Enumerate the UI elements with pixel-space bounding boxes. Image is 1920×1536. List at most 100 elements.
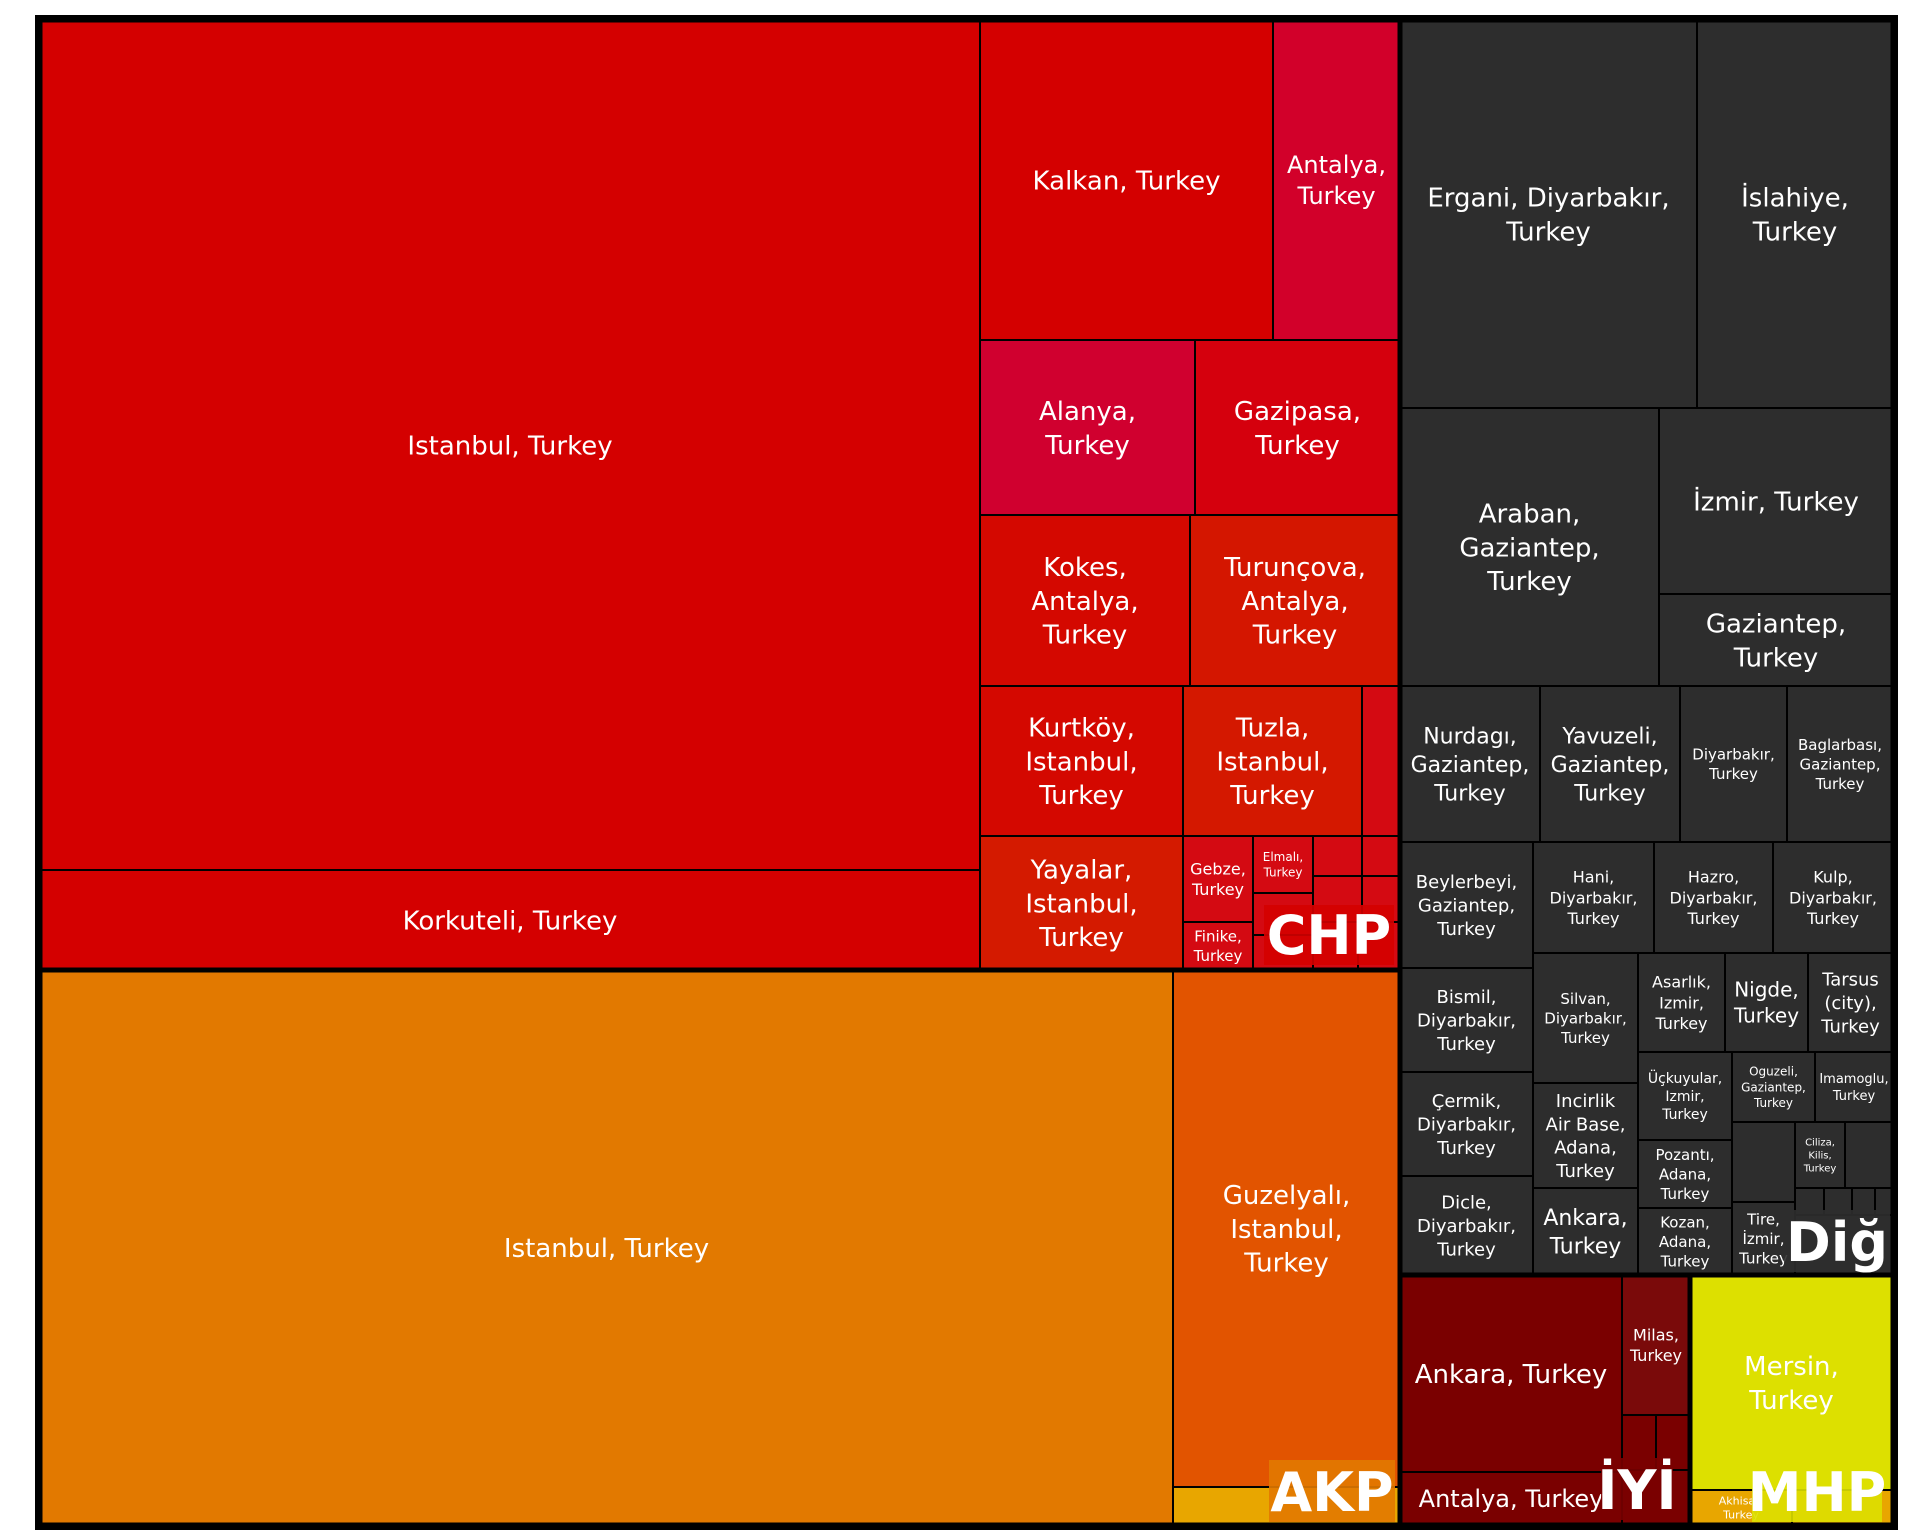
treemap-cell-label: Kulp, Diyarbakır, Turkey: [1789, 867, 1877, 928]
treemap-cell-elmali-turkey: Elmalı, Turkey: [1252, 835, 1314, 894]
group-label-text: İYİ: [1597, 1459, 1676, 1522]
treemap-cells: Istanbul, Turkey Korkuteli, Turkey Kalkan,…: [39, 19, 1894, 1526]
treemap-cell-tuzla-istanbul-turkey: Tuzla, Istanbul, Turkey: [1182, 685, 1363, 837]
treemap-cell-label: Kokes, Antalya, Turkey: [1031, 553, 1138, 651]
treemap-cell-rect: [979, 514, 1191, 687]
treemap-cell-label: Hani, Diyarbakır, Turkey: [1550, 867, 1638, 928]
treemap-cell-istanbul-turkey: Istanbul, Turkey: [39, 19, 981, 871]
treemap-cell-label: Ankara, Turkey: [1415, 1360, 1608, 1390]
treemap-cell-hazro-diyarbakir-turkey: Hazro, Diyarbakır, Turkey: [1653, 841, 1774, 954]
treemap-minor-cell: [1731, 1121, 1796, 1203]
group-label-text: Diğ: [1786, 1211, 1888, 1274]
treemap-cell-rect: [1731, 1051, 1816, 1123]
group-label-background: [1269, 1460, 1395, 1522]
treemap-cell-label: Dicle, Diyarbakır, Turkey: [1417, 1193, 1516, 1261]
treemap-cell-yavuzeli-gaziantep-turkey: Yavuzeli, Gaziantep, Turkey: [1539, 685, 1681, 843]
treemap-cell-label: Istanbul, Turkey: [504, 1234, 709, 1264]
treemap-cell-hani-diyarbakir-turkey: Hani, Diyarbakır, Turkey: [1532, 841, 1655, 954]
treemap-cell-label: Alanya, Turkey: [1039, 397, 1136, 461]
treemap-cell-kozan-adana-turkey: Kozan, Adana, Turkey: [1637, 1207, 1733, 1276]
treemap-cell-rect: [1532, 841, 1655, 954]
group-label-text: MHP: [1748, 1461, 1887, 1524]
treemap-cell-rect: [1807, 952, 1894, 1053]
group-label-background: [1752, 1460, 1882, 1522]
treemap-cell-rect: [1786, 685, 1894, 843]
treemap-cell-label: Antalya, Turkey: [1419, 1485, 1604, 1513]
treemap-cell-rect: [1194, 339, 1401, 516]
treemap-cell-label: Istanbul, Turkey: [407, 431, 612, 461]
treemap-cell-korkuteli-turkey: Korkuteli, Turkey: [39, 869, 981, 971]
treemap-cell-label: Gebze, Turkey: [1190, 859, 1246, 899]
treemap-cell-istanbul-turkey: Istanbul, Turkey: [39, 969, 1174, 1526]
treemap-cell-label: Üçkuyular, Izmir, Turkey: [1648, 1069, 1722, 1123]
group-label-text: AKP: [1270, 1461, 1393, 1524]
treemap-cell-rect: [1689, 1274, 1894, 1491]
treemap-cell-pozanti-adana-turkey: Pozantı, Adana, Turkey: [1637, 1139, 1733, 1209]
treemap-cell-rect: [1814, 1051, 1894, 1123]
treemap-cell-alanya-turkey: Alanya, Turkey: [979, 339, 1196, 516]
treemap-cell-label: Kurtköy, Istanbul, Turkey: [1025, 714, 1137, 812]
treemap-cell-rect: [1532, 1187, 1639, 1276]
group-borders: [35, 15, 1898, 1530]
treemap-cell-beylerbeyi-gaziantep-turkey: Beylerbeyi, Gaziantep, Turkey: [1399, 841, 1534, 969]
treemap-cell-asarlik-izmir-turkey: Asarlık, Izmir, Turkey: [1637, 952, 1726, 1053]
treemap-cell-label: Oguzeli, Gaziantep, Turkey: [1741, 1065, 1806, 1110]
treemap-cell-baglarbasi-gaziantep-turkey: Baglarbası, Gaziantep, Turkey: [1786, 685, 1894, 843]
treemap-cell-nurdagi-gaziantep-turkey: Nurdagı, Gaziantep, Turkey: [1399, 685, 1541, 843]
treemap-cell-label: Nurdagı, Gaziantep, Turkey: [1411, 724, 1530, 806]
treemap-outer-border: [35, 15, 1898, 1530]
treemap-cell-rect: [1532, 1082, 1639, 1189]
group-label-di: Diğ: [1784, 1210, 1890, 1274]
treemap-cell-oguzeli-gaziantep-turkey: Oguzeli, Gaziantep, Turkey: [1731, 1051, 1816, 1123]
treemap-cell-label: Korkuteli, Turkey: [403, 906, 618, 936]
treemap-cell-gaziantep-turkey: Gaziantep, Turkey: [1658, 593, 1894, 687]
treemap-cell-label: Ergani, Diyarbakır, Turkey: [1427, 183, 1669, 247]
treemap-cell-bismil-diyarbakir-turkey: Bismil, Diyarbakır, Turkey: [1399, 967, 1534, 1073]
treemap-cell-label: Mersin, Turkey: [1744, 1352, 1839, 1416]
treemap-cell-antalya-turkey: Antalya, Turkey: [1399, 1471, 1623, 1526]
treemap-cell-gebze-turkey: Gebze, Turkey: [1182, 835, 1254, 923]
group-labels: CHP AKP Diğ İYİ MHP: [1264, 904, 1890, 1524]
treemap-minor-cell: [1361, 835, 1401, 877]
treemap-cell-label: Baglarbası, Gaziantep, Turkey: [1798, 736, 1882, 793]
treemap-cell-ciliza-kilis-turkey: Ciliza, Kilis, Turkey: [1794, 1121, 1846, 1189]
treemap-cell-label: Gazipasa, Turkey: [1234, 397, 1361, 461]
treemap-cell-tarsus-city-turkey: Tarsus (city), Turkey: [1807, 952, 1894, 1053]
treemap-cell-silvan-diyarbakir-turkey: Silvan, Diyarbakır, Turkey: [1532, 952, 1639, 1084]
treemap-minor-cell: [1361, 685, 1401, 837]
treemap-cell-dicle-diyarbakir-turkey: Dicle, Diyarbakır, Turkey: [1399, 1175, 1534, 1276]
treemap-cell-rect: [1172, 969, 1401, 1488]
treemap-cell-label: Ankara, Turkey: [1543, 1206, 1627, 1260]
treemap-cell-rect: [1539, 685, 1681, 843]
treemap-cell-label: Turunçova, Antalya, Turkey: [1223, 553, 1366, 651]
group-label-mhp: MHP: [1748, 1460, 1887, 1524]
treemap-cell-turun-ova-antalya-turkey: Turunçova, Antalya, Turkey: [1189, 514, 1401, 687]
treemap-cell-rect: [1637, 1207, 1733, 1276]
group-label-chp: CHP: [1264, 904, 1394, 967]
treemap-cell-kurtk-y-istanbul-turkey: Kurtköy, Istanbul, Turkey: [979, 685, 1184, 837]
group-label-background: [1784, 1210, 1890, 1272]
treemap-cell-label: Kozan, Adana, Turkey: [1659, 1213, 1711, 1270]
treemap-cell-label: Gaziantep, Turkey: [1706, 609, 1846, 673]
group-label-background: [1264, 905, 1394, 965]
treemap-cell-rect: [1532, 952, 1639, 1084]
treemap-cell-ermik-diyarbakir-turkey: Çermik, Diyarbakır, Turkey: [1399, 1071, 1534, 1177]
treemap-cell-rect: [1696, 19, 1894, 409]
treemap-cell-kokes-antalya-turkey: Kokes, Antalya, Turkey: [979, 514, 1191, 687]
treemap-cell-kulp-diyarbakir-turkey: Kulp, Diyarbakır, Turkey: [1772, 841, 1894, 954]
treemap-cell-kalkan-turkey: Kalkan, Turkey: [979, 19, 1274, 341]
treemap-cell-rect: [1794, 1121, 1846, 1189]
treemap-cell-label: Araban, Gaziantep, Turkey: [1459, 500, 1599, 598]
treemap-cell-rect: [1399, 967, 1534, 1073]
treemap-cell-rect: [39, 869, 981, 971]
treemap-cell-label: Guzelyalı, Istanbul, Turkey: [1223, 1181, 1351, 1279]
treemap-cell-label: Milas, Turkey: [1629, 1325, 1682, 1365]
treemap-cell-label: Pozantı, Adana, Turkey: [1655, 1146, 1714, 1203]
treemap-cell-label: Finike, Turkey: [1193, 928, 1243, 966]
treemap-cell-ankara-turkey: Ankara, Turkey: [1532, 1187, 1639, 1276]
treemap-cell-finike-turkey: Finike, Turkey: [1182, 921, 1254, 971]
treemap-cell-rect: [1621, 1274, 1691, 1416]
treemap-cell-label: Silvan, Diyarbakır, Turkey: [1544, 990, 1626, 1047]
treemap-cell-rect: [1399, 1071, 1534, 1177]
treemap-cell-label: Asarlık, Izmir, Turkey: [1652, 972, 1711, 1033]
